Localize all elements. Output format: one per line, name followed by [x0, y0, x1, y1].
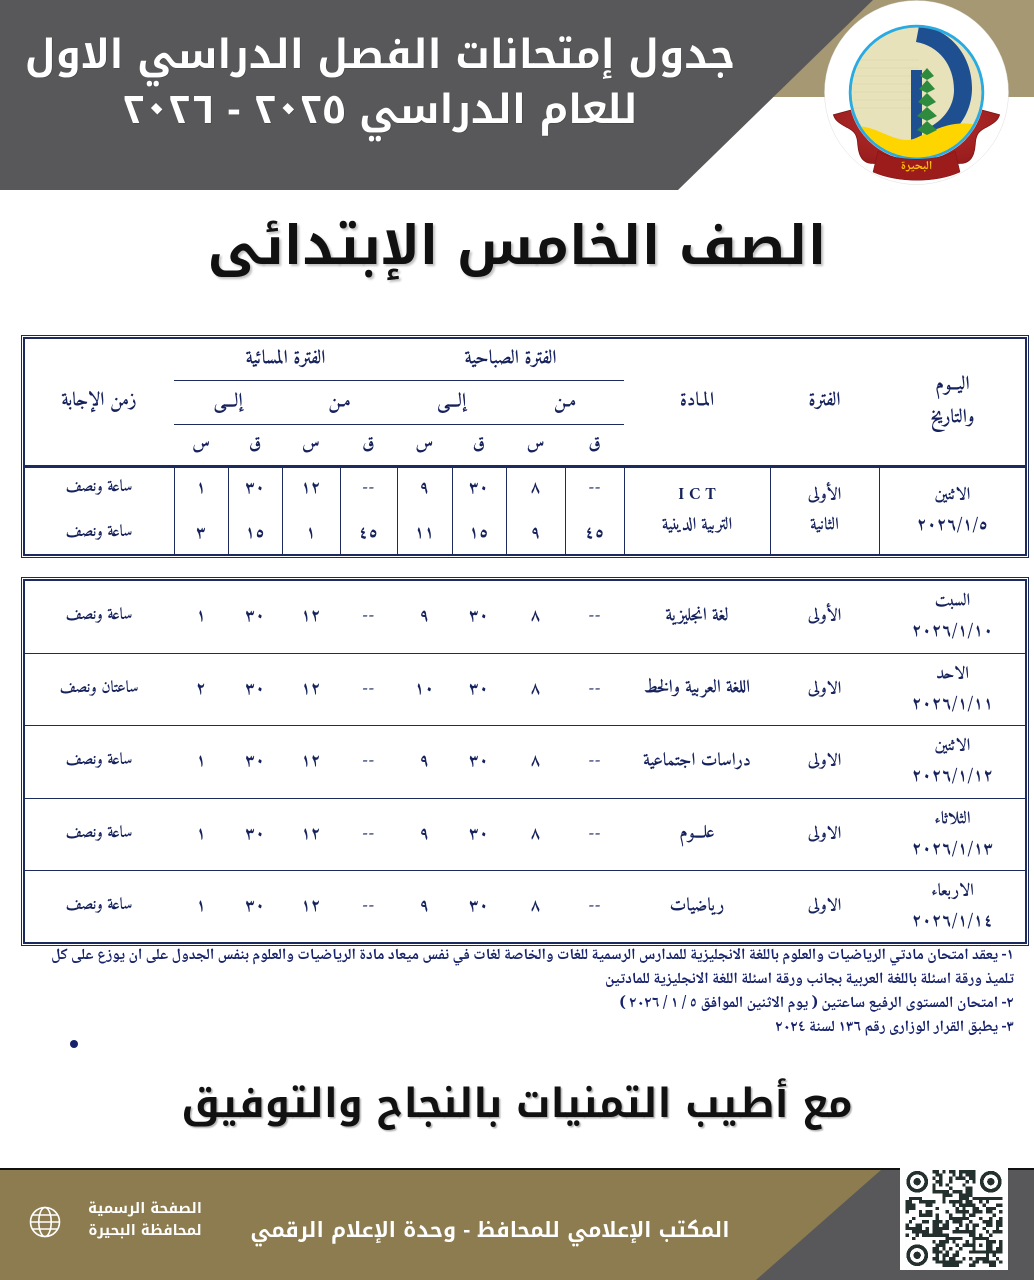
svg-text:البحيرة: البحيرة — [901, 156, 933, 177]
